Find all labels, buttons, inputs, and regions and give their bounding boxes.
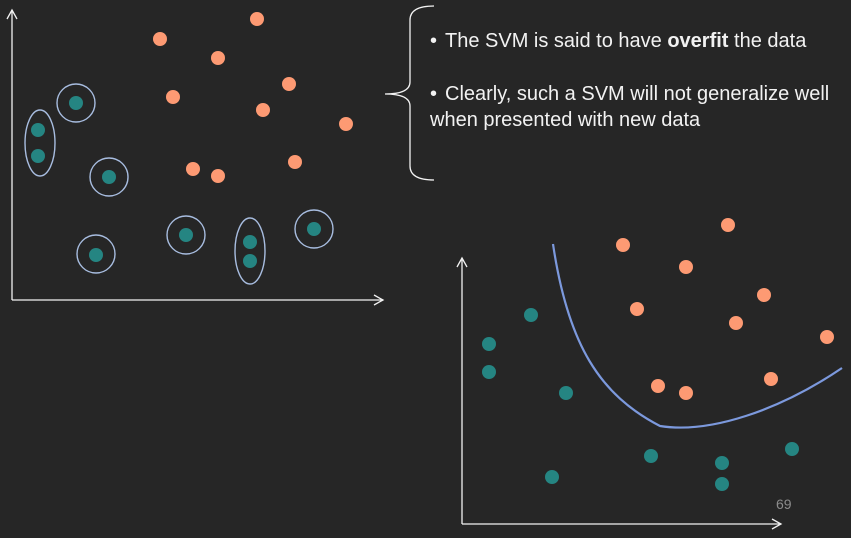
right-plot-points bbox=[482, 218, 834, 491]
overfit-outline bbox=[89, 157, 129, 197]
decision-boundary bbox=[551, 243, 843, 429]
negative-point bbox=[545, 470, 559, 484]
left-plot-points bbox=[31, 12, 353, 268]
negative-point bbox=[243, 235, 257, 249]
negative-point bbox=[31, 123, 45, 137]
bullet-list: • The SVM is said to have overfit the dat… bbox=[430, 28, 845, 160]
positive-point bbox=[721, 218, 735, 232]
positive-point bbox=[211, 169, 225, 183]
negative-point bbox=[524, 308, 538, 322]
overfit-outlines bbox=[24, 83, 334, 285]
negative-point bbox=[31, 149, 45, 163]
positive-point bbox=[288, 155, 302, 169]
positive-point bbox=[339, 117, 353, 131]
negative-point bbox=[102, 170, 116, 184]
bullet-text-end: the data bbox=[728, 30, 807, 52]
curly-brace-icon bbox=[384, 5, 435, 181]
positive-point bbox=[250, 12, 264, 26]
bullet-item: • Clearly, such a SVM will not generalize… bbox=[430, 81, 845, 133]
overfit-outline bbox=[234, 217, 266, 285]
negative-point bbox=[715, 456, 729, 470]
bullet-marker: • bbox=[430, 30, 438, 52]
positive-point bbox=[616, 238, 630, 252]
positive-point bbox=[630, 302, 644, 316]
positive-point bbox=[256, 103, 270, 117]
negative-point bbox=[69, 96, 83, 110]
negative-point bbox=[559, 386, 573, 400]
overfit-outline bbox=[166, 215, 206, 255]
positive-point bbox=[651, 379, 665, 393]
page-number: 69 bbox=[776, 496, 792, 512]
positive-point bbox=[679, 260, 693, 274]
positive-point bbox=[729, 316, 743, 330]
negative-point bbox=[179, 228, 193, 242]
bullet-text: The SVM is said to have bbox=[445, 30, 668, 52]
negative-point bbox=[243, 254, 257, 268]
right-plot-axes bbox=[456, 256, 783, 530]
positive-point bbox=[764, 372, 778, 386]
positive-point bbox=[166, 90, 180, 104]
negative-point bbox=[482, 337, 496, 351]
negative-point bbox=[482, 365, 496, 379]
negative-point bbox=[307, 222, 321, 236]
positive-point bbox=[679, 386, 693, 400]
left-plot-axes bbox=[6, 8, 385, 306]
positive-point bbox=[153, 32, 167, 46]
negative-point bbox=[715, 477, 729, 491]
overfit-outline bbox=[76, 234, 116, 274]
negative-point bbox=[644, 449, 658, 463]
positive-point bbox=[211, 51, 225, 65]
bullet-item: • The SVM is said to have overfit the dat… bbox=[430, 28, 845, 54]
bullet-text: Clearly, such a SVM will not generalize … bbox=[430, 83, 830, 131]
bullet-marker: • bbox=[430, 83, 438, 105]
positive-point bbox=[282, 77, 296, 91]
overfit-outline bbox=[56, 83, 96, 123]
positive-point bbox=[757, 288, 771, 302]
negative-point bbox=[785, 442, 799, 456]
overfit-outline bbox=[294, 209, 334, 249]
positive-point bbox=[820, 330, 834, 344]
overfit-outline bbox=[24, 109, 56, 177]
negative-point bbox=[89, 248, 103, 262]
positive-point bbox=[186, 162, 200, 176]
bullet-bold-text: overfit bbox=[667, 30, 729, 52]
